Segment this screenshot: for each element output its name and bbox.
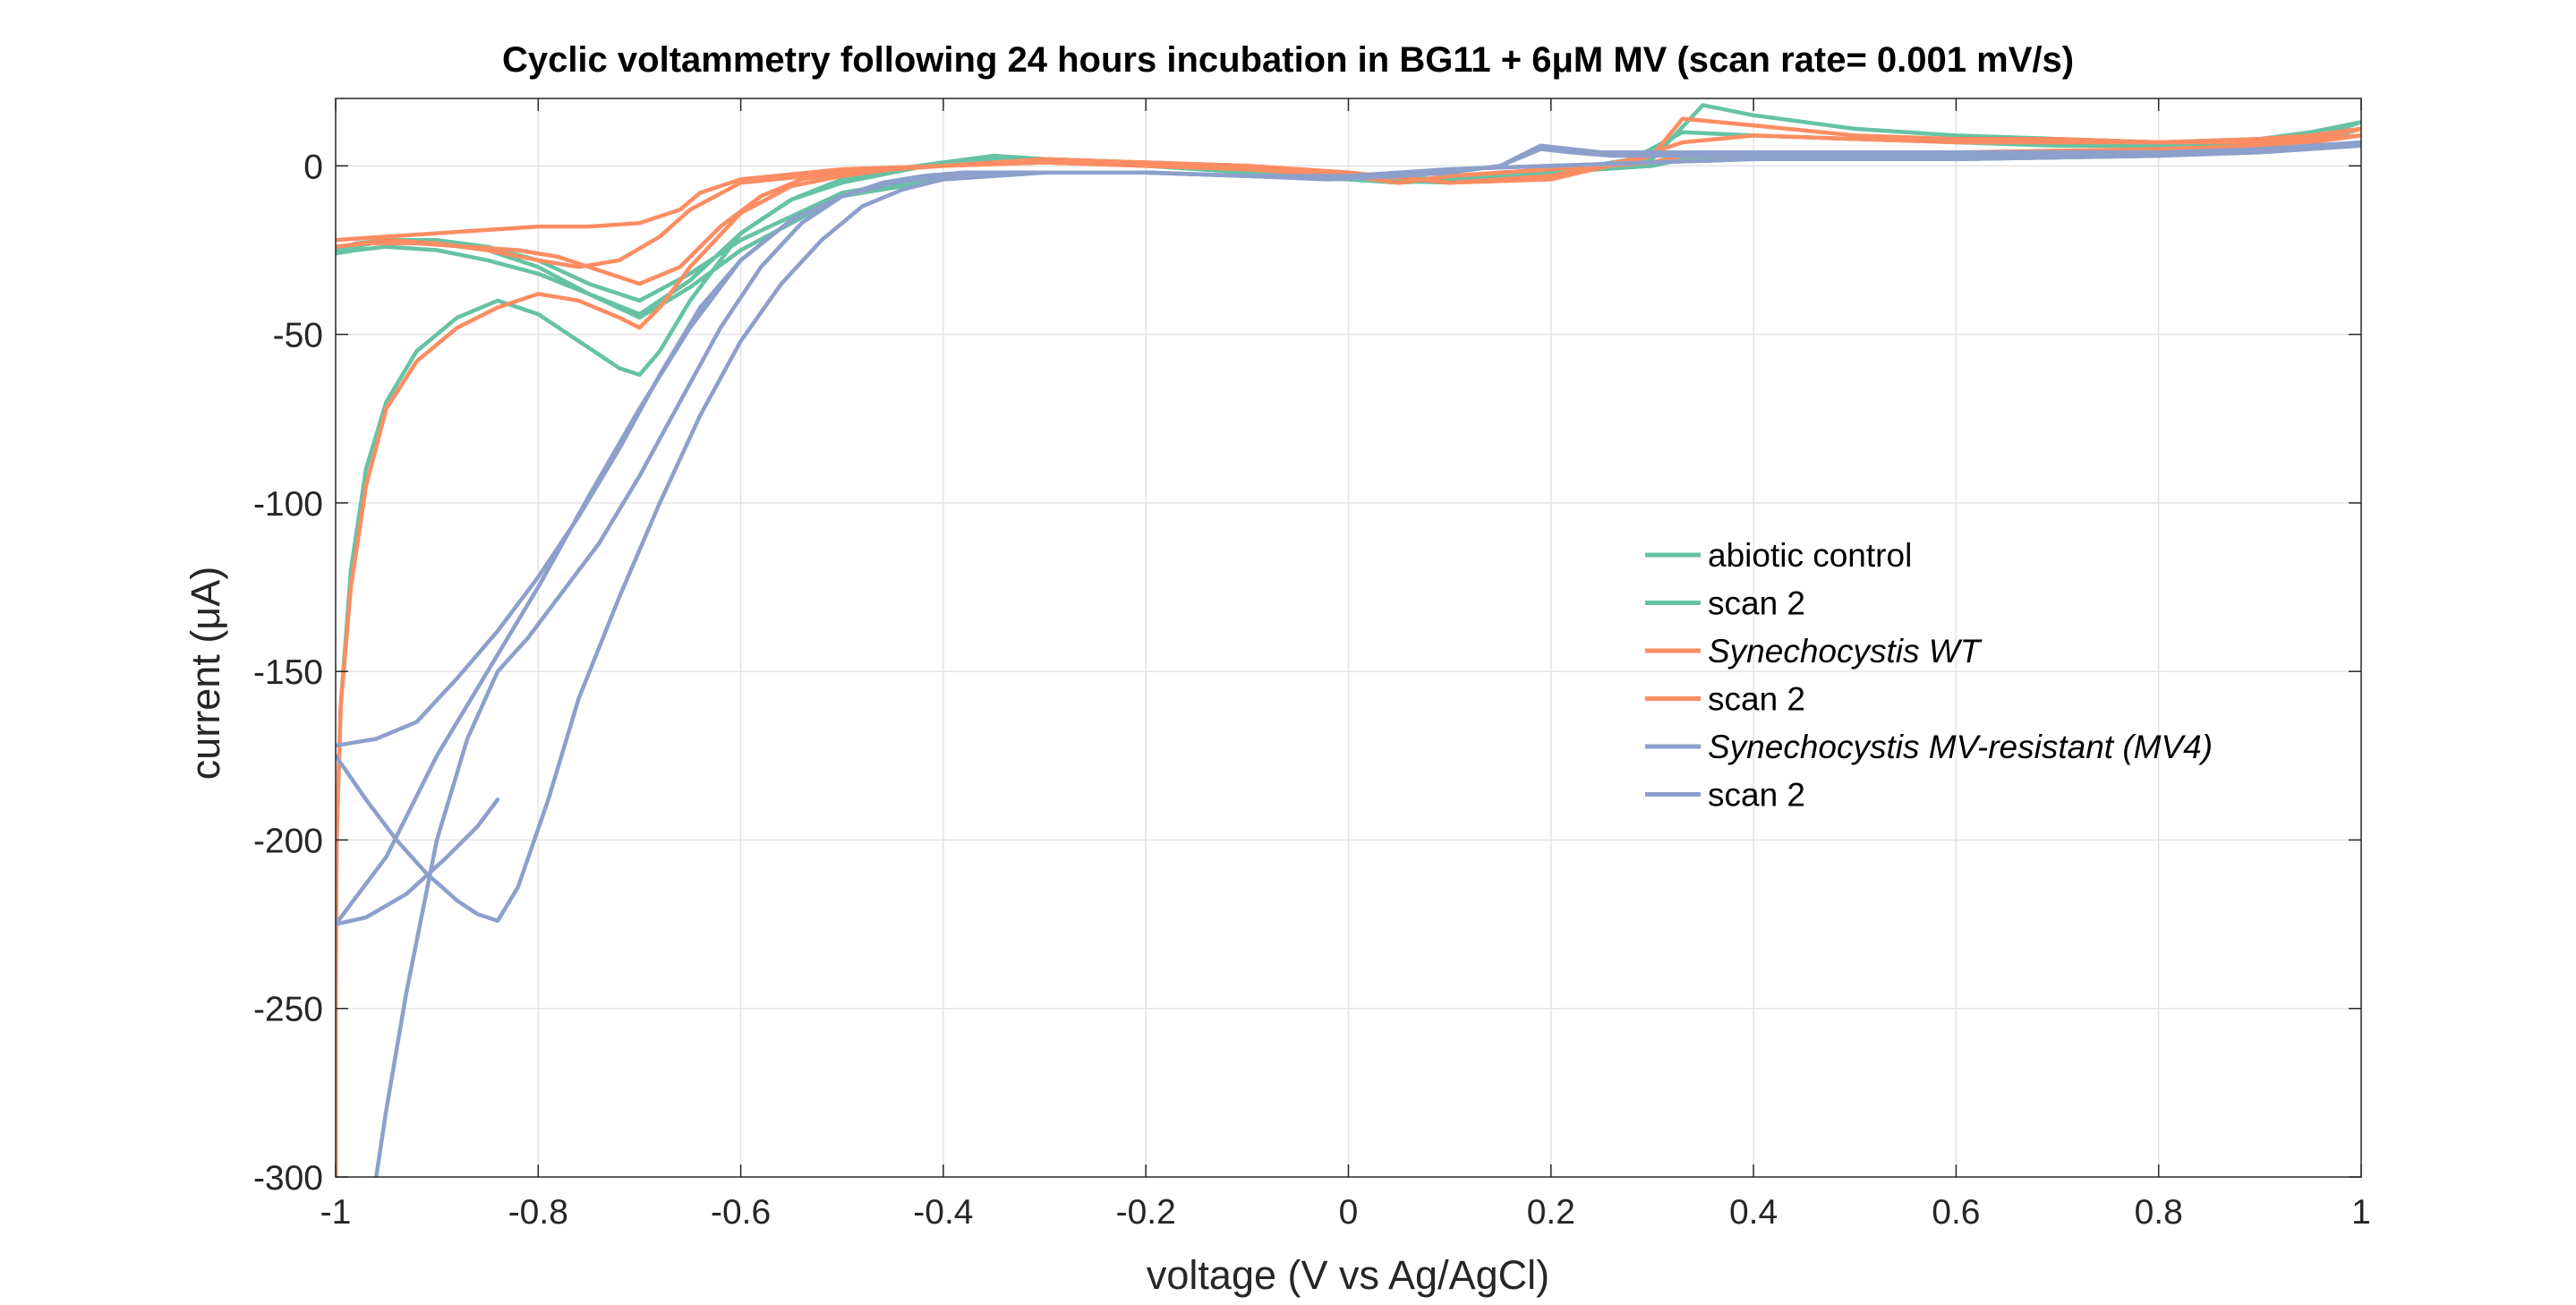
legend-label: abiotic control bbox=[1708, 537, 1912, 574]
x-axis-label: voltage (V vs Ag/AgCl) bbox=[1147, 1252, 1549, 1298]
legend-label: scan 2 bbox=[1708, 585, 1805, 622]
x-tick-label: 0.2 bbox=[1527, 1193, 1575, 1232]
legend-label: Synechocystis MV-resistant (MV4) bbox=[1708, 729, 2213, 765]
x-tick-label: 0 bbox=[1339, 1193, 1359, 1232]
x-tick-label: 0.4 bbox=[1729, 1193, 1778, 1232]
y-tick-label: -150 bbox=[253, 653, 323, 692]
y-tick-label: -200 bbox=[253, 822, 323, 860]
y-tick-label: -100 bbox=[253, 485, 323, 524]
grid bbox=[336, 98, 2361, 1177]
x-tick-labels: -1 -0.8 -0.6 -0.4 -0.2 0 0.2 0.4 0.6 0.8 1 bbox=[320, 1193, 2371, 1232]
x-tick-label: -0.4 bbox=[913, 1193, 973, 1232]
x-tick-label: -0.2 bbox=[1116, 1193, 1176, 1232]
y-tick-label: 0 bbox=[303, 148, 323, 186]
series-line-3 bbox=[336, 133, 2361, 286]
axes bbox=[335, 98, 2362, 1178]
y-tick-label: -50 bbox=[273, 317, 323, 355]
y-tick-label: -250 bbox=[253, 991, 323, 1029]
series-line-5 bbox=[336, 143, 2361, 924]
y-tick-labels: -300 -250 -200 -150 -100 -50 0 bbox=[253, 148, 323, 1198]
legend: abiotic control scan 2 Synechocystis WT sca… bbox=[1645, 537, 2213, 814]
x-tick-label: -0.6 bbox=[711, 1193, 771, 1232]
x-tick-label: -0.8 bbox=[508, 1193, 568, 1232]
x-tick-label: 1 bbox=[2351, 1193, 2371, 1232]
x-tick-label: -1 bbox=[320, 1193, 352, 1232]
series-line-0 bbox=[336, 103, 2361, 1177]
legend-label: Synechocystis WT bbox=[1708, 633, 1983, 670]
x-tick-label: 0.8 bbox=[2135, 1193, 2183, 1232]
y-axis-label: current (μA) bbox=[183, 567, 228, 780]
x-tick-label: 0.6 bbox=[1932, 1193, 1980, 1232]
y-tick-label: -300 bbox=[253, 1159, 323, 1198]
legend-label: scan 2 bbox=[1708, 681, 1805, 718]
chart-title: Cyclic voltammetry following 24 hours in… bbox=[502, 40, 2074, 80]
series-group bbox=[336, 103, 2361, 1177]
legend-label: scan 2 bbox=[1708, 777, 1805, 814]
